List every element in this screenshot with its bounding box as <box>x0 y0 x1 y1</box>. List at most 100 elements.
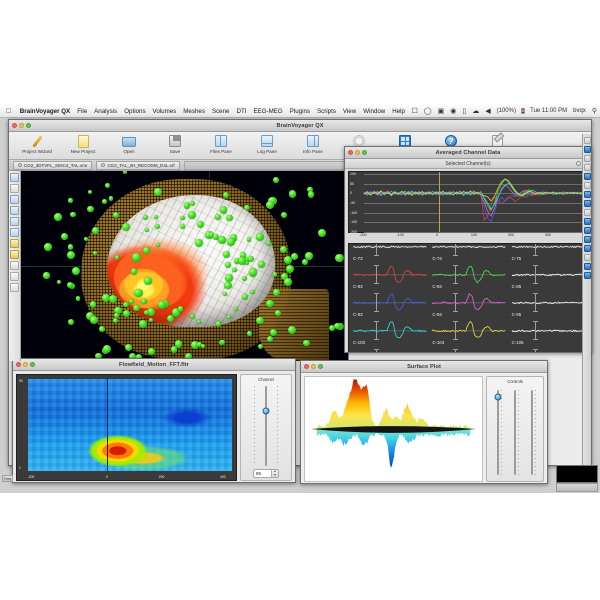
main-window-titlebar[interactable]: BrainVoyager QX <box>9 120 591 132</box>
minimize-plot-button[interactable] <box>576 161 581 166</box>
zoom-button[interactable] <box>26 123 31 128</box>
palette-icon-14[interactable] <box>583 254 591 261</box>
palette-icon-2[interactable] <box>583 146 591 153</box>
slices-icon[interactable] <box>10 206 19 215</box>
flag-icon[interactable] <box>520 108 526 114</box>
zoom-button[interactable] <box>318 364 323 369</box>
menu-item-analysis[interactable]: Analysis <box>88 107 117 115</box>
channel-cell[interactable]: C-83 <box>349 262 428 290</box>
close-button[interactable] <box>12 123 17 128</box>
toolbar-button-project-wizard[interactable]: Project Wizard <box>15 134 59 154</box>
zoom-button[interactable] <box>362 150 367 155</box>
zoom-button[interactable] <box>30 362 35 367</box>
palette-icon-16[interactable] <box>583 272 591 279</box>
menu-item-scripts[interactable]: Scripts <box>311 107 336 115</box>
channel-cell[interactable]: C-105 <box>508 318 587 346</box>
bluetooth-icon[interactable]: ◯ <box>418 108 432 115</box>
zoom-in-icon[interactable] <box>10 272 19 281</box>
dropbox-icon[interactable]: ◉ <box>445 108 456 115</box>
minimize-button[interactable] <box>311 364 316 369</box>
slider-knob[interactable] <box>494 393 502 401</box>
minimize-button[interactable] <box>19 123 24 128</box>
surface-window-controls[interactable] <box>301 364 323 369</box>
channel-cell[interactable]: C-93 <box>349 290 428 318</box>
menu-item-meshes[interactable]: Meshes <box>178 107 205 115</box>
menu-item-eeg-meg[interactable]: EEG-MEG <box>248 107 282 115</box>
stepper-arrows[interactable]: ▲ ▼ <box>271 470 278 477</box>
elevation-slider[interactable] <box>492 388 505 477</box>
menu-item-view[interactable]: View <box>337 107 356 115</box>
toolbar-button-log-pane[interactable]: Log Pane <box>245 134 289 154</box>
channel-cell[interactable]: C-74 <box>428 244 507 262</box>
palette-icon-10[interactable] <box>583 218 591 225</box>
grid-icon[interactable] <box>10 184 19 193</box>
palette-icon-12[interactable] <box>583 236 591 243</box>
channel-cell[interactable]: C-75 <box>508 244 587 262</box>
palette-icon-8[interactable] <box>583 200 591 207</box>
snapshot-icon[interactable] <box>10 250 19 259</box>
toolbar-button-save[interactable]: Save <box>153 134 197 154</box>
palette-icon-7[interactable] <box>583 191 591 198</box>
channel-cell[interactable]: C-113 <box>349 346 428 352</box>
menu-item-file[interactable]: File <box>71 107 87 115</box>
close-tab-icon[interactable] <box>101 163 106 167</box>
display-icon[interactable]: ▯ <box>457 108 466 115</box>
slider-knob[interactable] <box>262 407 270 415</box>
toolbar-button-new-project[interactable]: New Project <box>61 134 105 154</box>
palette-icon-11[interactable] <box>583 227 591 234</box>
clock[interactable]: Tue 11:00 PM <box>530 108 568 114</box>
surface-plot-titlebar[interactable]: Surface Plot <box>301 361 547 373</box>
toolbar-button-info-pane[interactable]: Info Pane <box>291 134 335 154</box>
menu-item-plugins[interactable]: Plugins <box>284 107 310 115</box>
menu-app-name[interactable]: BrainVoyager QX <box>14 107 70 115</box>
minimize-button[interactable] <box>355 150 360 155</box>
palette-icon-3[interactable] <box>583 155 591 162</box>
channel-cell[interactable]: C-85 <box>508 262 587 290</box>
apple-icon[interactable]:  <box>0 108 16 115</box>
azimuth-slider[interactable] <box>509 388 522 477</box>
channel-value[interactable]: 85 <box>256 471 261 476</box>
close-button[interactable] <box>348 150 353 155</box>
palette-icon-4[interactable] <box>583 164 591 171</box>
channel-cell[interactable]: C-84 <box>428 262 507 290</box>
document-tab-vmr[interactable]: CG2_3DTVFL_SINC4_TAL.vmr <box>13 160 93 170</box>
flowfield-window-controls[interactable] <box>13 362 35 367</box>
channel-cell[interactable]: C-103 <box>349 318 428 346</box>
flowfield-titlebar[interactable]: Flowfield_Motion_FFT.fltr <box>13 359 295 371</box>
freq-status-chip[interactable]: Freq <box>2 475 13 482</box>
menu-item-window[interactable]: Window <box>357 107 385 115</box>
avg-window-titlebar[interactable]: Averaged Channel Data <box>345 147 591 159</box>
channel-number-stepper[interactable]: 85 ▲ ▼ <box>253 469 279 478</box>
segment-icon[interactable] <box>10 217 19 226</box>
minimize-button[interactable] <box>23 362 28 367</box>
channel-cell[interactable]: C-104 <box>428 318 507 346</box>
channel-cell[interactable]: C-94 <box>428 290 507 318</box>
window-controls[interactable] <box>9 123 31 128</box>
palette-icon-9[interactable] <box>583 209 591 216</box>
channel-cell[interactable]: C-73 <box>349 244 428 262</box>
erp-line-chart[interactable]: 100 50 0 -50 -100 -150 -200 <box>348 171 588 234</box>
channel-waveform-grid[interactable]: C-73 C-74 C-75 C-83 C-84 C-85 C-93 C-94 C-95 C-10… <box>348 243 588 352</box>
close-button[interactable] <box>16 362 21 367</box>
palette-icon-6[interactable] <box>583 182 591 189</box>
menu-item-options[interactable]: Options <box>118 107 145 115</box>
time-machine-icon[interactable]: ▣ <box>432 108 445 115</box>
channel-cell[interactable]: C-115 <box>508 346 587 352</box>
wifi-icon[interactable]: ☁ <box>467 108 479 115</box>
menu-item-help[interactable]: Help <box>387 107 405 115</box>
render-icon[interactable] <box>10 228 19 237</box>
volume-icon[interactable]: ◀ <box>480 108 490 115</box>
palette-icon-13[interactable] <box>583 245 591 252</box>
channel-cell[interactable]: C-95 <box>508 290 587 318</box>
search-icon[interactable]: ⚲ <box>591 108 597 115</box>
menu-item-volumes[interactable]: Volumes <box>147 107 177 115</box>
close-button[interactable] <box>304 364 309 369</box>
surface-plot-canvas[interactable] <box>304 376 483 482</box>
menu-item-dti[interactable]: DTI <box>231 107 247 115</box>
user-name[interactable]: bvqx <box>573 108 586 114</box>
mesh-icon[interactable] <box>10 173 19 182</box>
scale-slider[interactable] <box>526 388 539 477</box>
fit-view-icon[interactable] <box>10 261 19 270</box>
volume-icon[interactable] <box>10 195 19 204</box>
zoom-out-icon[interactable] <box>10 283 19 292</box>
